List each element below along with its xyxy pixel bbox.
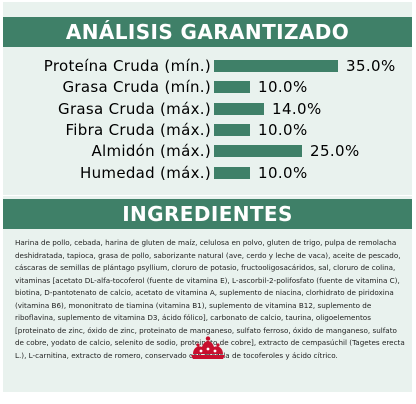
analysis-row: Grasa Cruda (máx.) 14.0%	[3, 98, 412, 120]
analysis-row-label: Proteína Cruda (mín.)	[43, 57, 211, 75]
ingredients-title: INGREDIENTES	[3, 199, 412, 229]
analysis-row-bar	[214, 123, 250, 136]
analysis-row-value: 35.0%	[346, 57, 396, 75]
analysis-title: ANÁLISIS GARANTIZADO	[3, 17, 412, 47]
analysis-row: Almidón (máx.) 25.0%	[3, 140, 412, 162]
analysis-row-bar	[214, 60, 338, 72]
analysis-row-value: 10.0%	[258, 78, 308, 97]
analysis-row-label: Grasa Cruda (mín.)	[62, 78, 211, 97]
analysis-row-label: Fibra Cruda (máx.)	[65, 120, 211, 139]
analysis-row-value: 25.0%	[310, 142, 360, 161]
analysis-row-value: 10.0%	[258, 163, 308, 182]
analysis-row-bar	[214, 166, 250, 179]
analysis-row: Proteína Cruda (mín.) 35.0%	[3, 55, 412, 77]
analysis-row-label: Almidón (máx.)	[91, 142, 211, 161]
analysis-row: Grasa Cruda (mín.) 10.0%	[3, 76, 412, 98]
analysis-row-bar	[214, 145, 302, 158]
ingredients-panel: INGREDIENTES Harina de pollo, cebada, ha…	[3, 196, 412, 392]
analysis-row: Humedad (máx.) 10.0%	[3, 162, 412, 184]
analysis-panel: ANÁLISIS GARANTIZADO Proteína Cruda (mín…	[3, 2, 412, 195]
analysis-row: Fibra Cruda (máx.) 10.0%	[3, 119, 412, 141]
analysis-row-value: 14.0%	[272, 99, 322, 118]
analysis-row-bar	[214, 102, 264, 115]
analysis-row-label: Grasa Cruda (máx.)	[58, 99, 211, 118]
analysis-row-value: 10.0%	[258, 120, 308, 139]
analysis-row-label: Humedad (máx.)	[80, 163, 211, 182]
analysis-row-bar	[214, 81, 250, 94]
royal-crown-logo-icon	[191, 336, 225, 359]
